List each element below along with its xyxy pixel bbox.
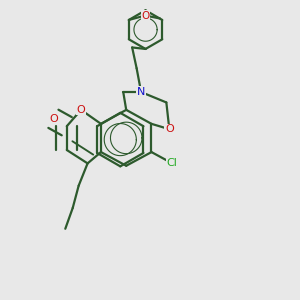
Text: O: O bbox=[165, 124, 174, 134]
Text: N: N bbox=[137, 87, 145, 97]
Text: O: O bbox=[77, 105, 85, 115]
Text: O: O bbox=[141, 11, 149, 20]
Text: Cl: Cl bbox=[167, 158, 178, 168]
Text: O: O bbox=[49, 114, 58, 124]
